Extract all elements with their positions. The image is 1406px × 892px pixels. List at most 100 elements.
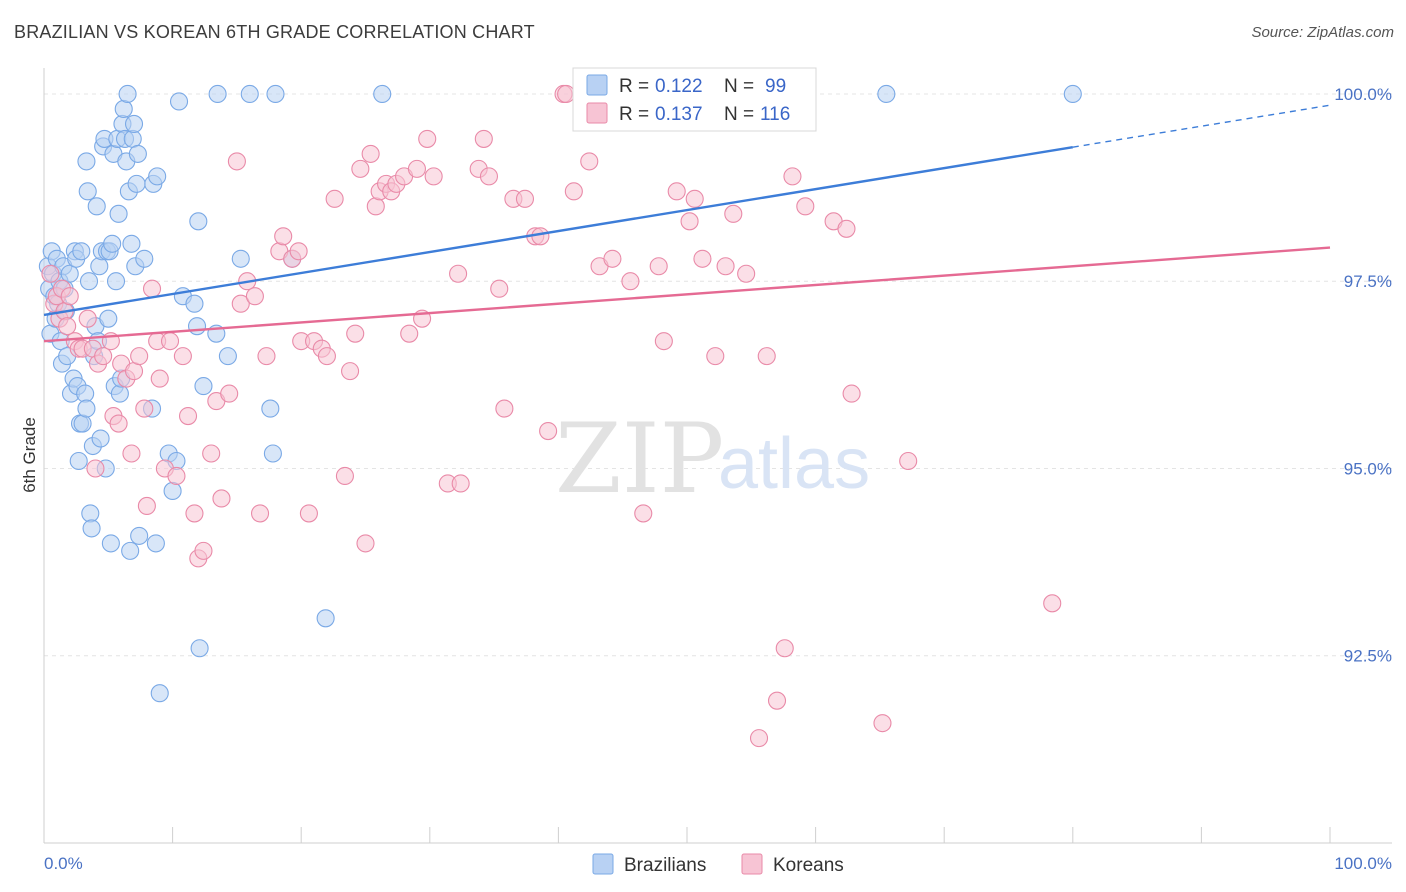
korean-point [407,159,426,178]
korean-point [479,167,499,186]
korean-point [60,287,79,306]
korean-point [231,294,250,313]
korean-point [167,466,186,486]
korean-point [1043,594,1062,613]
korean-point [351,159,370,178]
korean-point [400,324,419,343]
korean-point [356,534,375,553]
bottom-legend-brazilians: Brazilians [624,855,706,876]
y-tick-label: 92.5% [1344,647,1392,666]
korean-point [767,691,787,710]
korean-point [873,714,892,733]
korean-point [531,227,550,246]
korean-point [194,541,213,560]
bottom-legend-swatch-koreans [741,853,763,875]
brazilian-point [73,414,92,433]
korean-point [783,167,802,186]
legend-box: R = 0.122 N = 99 R = 0.137 N = 116 [572,67,817,132]
korean-point [424,167,443,186]
korean-point [495,399,514,418]
brazilian-trend-line [43,145,1073,317]
brazilian-point [99,309,118,328]
korean-point [289,242,308,261]
y-tick-label: 95.0% [1344,459,1392,478]
brazilian-trend-extension [1072,104,1331,148]
bottom-legend-koreans: Koreans [773,855,844,876]
korean-trend-line [43,246,1331,343]
korean-point [325,189,344,208]
korean-point [109,414,128,433]
korean-point [361,144,380,163]
korean-point [737,264,756,283]
brazilian-point [208,84,227,104]
korean-point [178,407,198,426]
korean-point [274,227,293,246]
korean-point [257,347,276,366]
brazilian-point [122,234,141,253]
korean-point [418,129,437,148]
brazilian-point [103,234,122,253]
brazilian-point [127,174,146,193]
watermark-atlas: atlas [718,424,870,504]
legend-n-value-1: 99 [765,76,786,97]
brazilian-point [373,84,392,104]
legend-n-value-2: 116 [760,104,790,125]
watermark: ZIP atlas [555,403,870,515]
korean-point [749,729,769,748]
korean-point [757,347,776,366]
y-axis-title: 6th Grade [20,417,39,493]
brazilian-point [124,114,144,133]
brazilian-point [121,541,140,560]
korean-point [317,347,336,366]
brazilian-point [77,152,96,171]
korean-point [667,182,686,201]
korean-point [564,182,583,201]
brazilian-point [106,272,126,291]
legend-n-label-1: N = [724,76,754,97]
brazilian-point [148,167,167,186]
korean-point [245,287,264,306]
korean-point [94,347,113,366]
brazilian-point [101,534,120,553]
legend-n-label-2: N = [724,104,754,125]
legend-r-value-1: 0.122 [655,76,703,97]
trend-lines [43,104,1331,343]
brazilian-point [190,639,209,658]
korean-point [124,362,144,381]
x-tick-label: 100.0% [1334,854,1392,873]
brazilian-point [60,264,79,283]
y-tick-label: 97.5% [1344,272,1392,291]
brazilian-point [150,684,169,703]
legend-swatch-koreans [586,102,608,124]
korean-point [515,189,535,208]
brazilian-point [114,99,133,119]
korean-point [135,399,154,418]
brazilian-point [240,84,259,104]
korean-point [649,257,668,276]
brazilian-point [218,347,237,366]
korean-point [634,504,653,523]
legend-r-label-1: R = [619,76,649,97]
brazilian-point [87,197,106,216]
korean-point [842,384,861,403]
korean-point [122,444,141,463]
korean-point [680,212,699,231]
data-points [38,84,1082,748]
korean-point [490,279,509,298]
brazilian-point [81,504,100,523]
korean-point [41,264,60,283]
korean-point [78,309,97,328]
korean-point [58,317,77,336]
korean-point [474,129,493,148]
brazilian-point [77,399,96,418]
korean-point [837,219,856,238]
korean-point [557,84,576,104]
korean-point [716,257,735,276]
korean-point [654,332,673,351]
brazilian-point [1063,84,1082,104]
korean-point [451,474,470,493]
brazilian-point [169,92,189,111]
watermark-zip: ZIP [555,403,724,515]
korean-point [142,279,162,298]
